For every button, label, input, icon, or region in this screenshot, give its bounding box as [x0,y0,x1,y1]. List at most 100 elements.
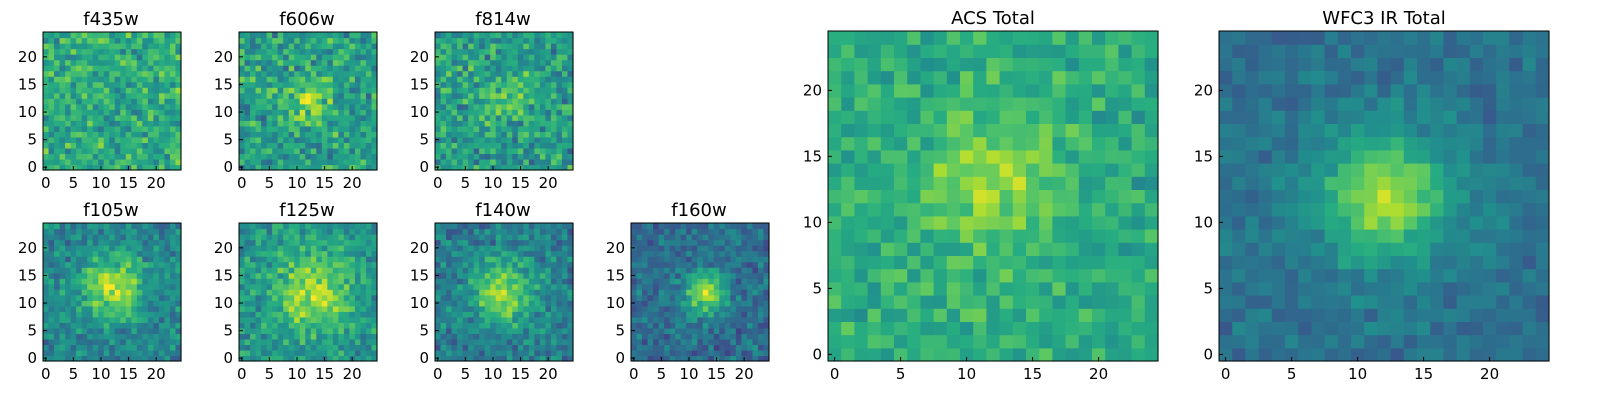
heatmap-cell [354,223,362,230]
heatmap-cell [763,349,770,357]
heatmap-cell [310,223,317,230]
heatmap-cell [960,110,974,124]
heatmap-cell [462,120,469,127]
heatmap-cell [261,228,268,235]
heatmap-cell [946,189,961,204]
heatmap-cell [451,76,458,83]
heatmap-cell [490,349,497,357]
heatmap-cell [76,355,83,362]
heatmap-cell [305,256,312,263]
x-tick-label: 5 [265,365,275,383]
heatmap-cell [517,54,524,61]
heatmap-cell [70,32,77,39]
heatmap-cell [468,32,475,39]
heatmap-cell [757,322,765,329]
heatmap-cell [277,114,284,121]
heatmap-cell [550,223,558,230]
heatmap-cell [98,344,105,351]
heatmap-cell [288,239,295,246]
heatmap-cell [479,283,486,290]
heatmap-cell [730,267,737,274]
heatmap-cell [98,43,105,50]
heatmap-cell [1039,163,1053,177]
heatmap-cell [305,43,312,50]
heatmap-cell [43,294,50,301]
heatmap-cell [125,283,132,290]
heatmap-cell [87,223,94,230]
heatmap-cell [534,289,541,296]
heatmap-cell [266,92,273,99]
heatmap-cell [1065,136,1080,151]
heatmap-cell [495,59,502,66]
heatmap-cell [479,261,486,268]
heatmap-cell [556,65,563,72]
heatmap-cell [545,234,552,241]
heatmap-cell [98,294,105,301]
heatmap-cell [266,223,273,230]
heatmap-cell [92,142,99,149]
heatmap-cell [523,153,530,160]
heatmap-cell [310,65,317,72]
heatmap-cell [1144,202,1159,217]
heatmap-cell [70,76,77,83]
heatmap-cell [283,316,290,323]
heatmap-cell [310,120,317,127]
heatmap-cell [250,65,257,72]
heatmap-cell [534,70,541,77]
heatmap-cell [109,65,116,72]
heatmap-cell [43,267,50,274]
heatmap-cell [158,120,166,127]
heatmap-cell [310,109,317,116]
heatmap-cell [1039,202,1053,217]
heatmap-cell [528,344,535,351]
heatmap-cell [169,300,177,307]
x-tick-label: 15 [707,365,726,383]
heatmap-cell [65,333,72,340]
heatmap-cell [343,48,350,55]
heatmap-cell [828,163,842,177]
heatmap-cell [986,321,1001,336]
heatmap-cell [561,228,569,235]
heatmap-cell [283,245,290,252]
y-tick-label: 0 [223,349,233,367]
heatmap-cell [120,147,127,155]
heatmap-cell [435,70,442,77]
heatmap-cell [1012,334,1027,349]
heatmap-cell [261,338,268,346]
heatmap-cell [125,272,132,279]
heatmap-cell [484,239,491,246]
heatmap-cell [517,120,524,127]
heatmap-cell [48,142,55,149]
heatmap-cell [261,294,268,301]
heatmap-cell [114,65,121,72]
heatmap-cell [501,245,508,252]
heatmap-cell [125,344,132,351]
heatmap-cell [343,164,350,171]
heatmap-cell [473,59,480,66]
heatmap-cell [708,239,715,246]
heatmap-cell [327,125,334,132]
heatmap-cell [365,153,373,160]
heatmap-cell [907,110,921,124]
heatmap-cell [354,120,362,127]
heatmap-cell [713,344,720,351]
heatmap-cell [169,98,177,105]
heatmap-cell [136,267,143,274]
heatmap-cell [642,338,649,346]
heatmap-cell [114,250,121,257]
heatmap-cell [43,65,50,72]
heatmap-cell [752,256,759,263]
heatmap-cell [98,98,105,105]
heatmap-cell [239,76,246,83]
heatmap-cell [59,131,66,138]
heatmap-cell [92,228,99,235]
y-tick-label: 0 [419,158,429,176]
heatmap-cell [98,305,105,312]
heatmap-cell [131,81,138,88]
heatmap-cell [87,164,94,171]
heatmap-cell [642,272,649,279]
heatmap-cell [724,250,731,257]
heatmap-cell [763,278,770,285]
heatmap-cell [506,234,513,241]
heatmap-cell [305,103,312,110]
